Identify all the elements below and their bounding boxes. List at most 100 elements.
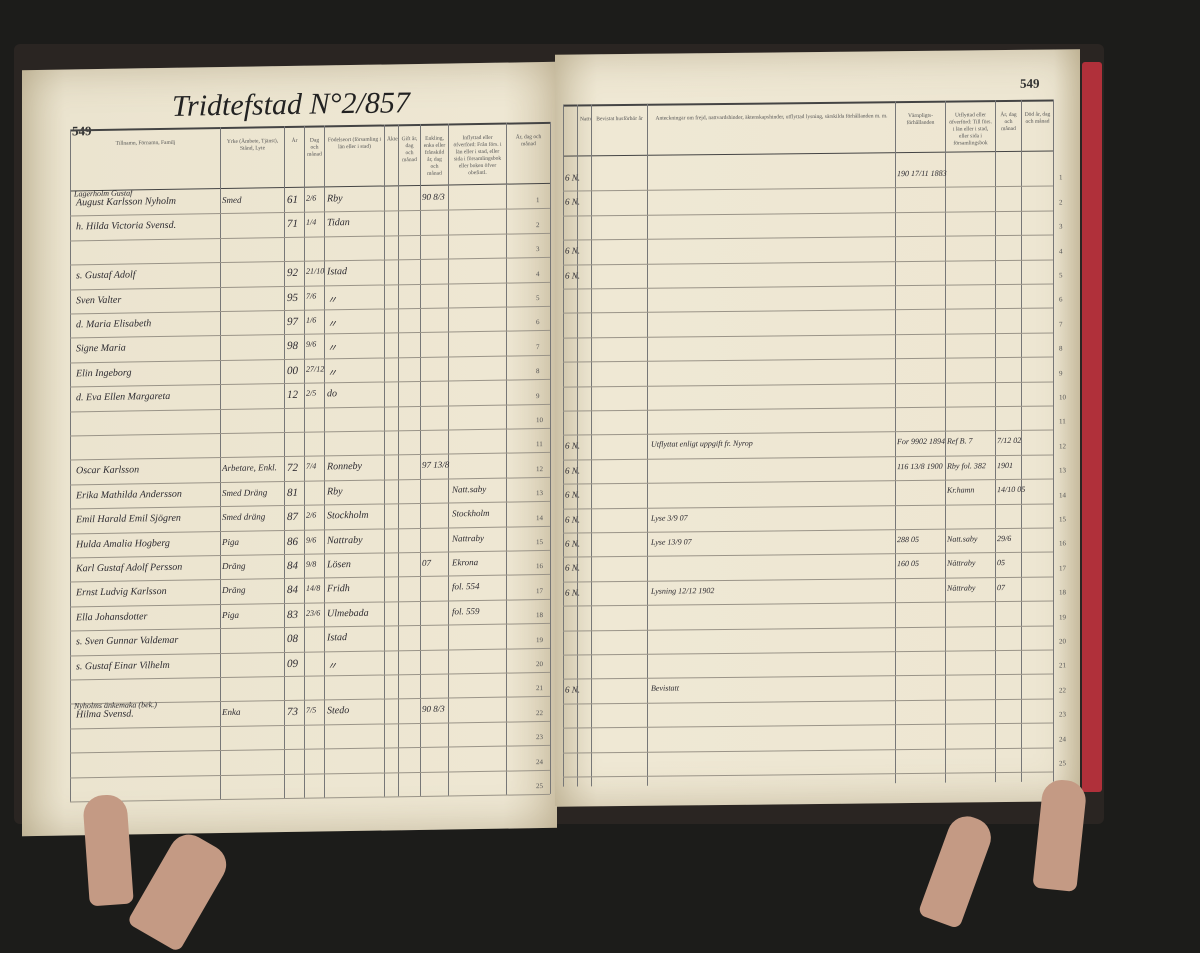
row-number: 8 <box>536 367 540 376</box>
column-line <box>304 125 305 798</box>
row-number: 7 <box>536 342 540 351</box>
entry-birthplace: Rby <box>327 193 343 205</box>
row-number: 25 <box>1059 759 1066 768</box>
entry-married: 90 8/3 <box>422 703 445 715</box>
entry-year: 09 <box>287 657 298 670</box>
row-line <box>563 234 1053 241</box>
entry-birthplace: 〃 <box>327 343 337 355</box>
row-line <box>563 551 1053 559</box>
row-number: 8 <box>1059 344 1063 353</box>
entry-year: 87 <box>287 511 298 524</box>
entry-name: Elin Ingeborg <box>76 367 132 380</box>
row-number: 20 <box>1059 637 1066 646</box>
entry-birthplace: Tidan <box>327 217 350 229</box>
entry-moved-to: Kr.hamn <box>947 485 975 495</box>
row-line <box>70 379 550 388</box>
row-line <box>70 793 550 803</box>
row-line <box>70 208 550 217</box>
row-number: 2 <box>1059 198 1063 207</box>
row-number: 15 <box>1059 515 1066 524</box>
row-number: 25 <box>536 782 543 791</box>
column-header: År <box>284 127 304 188</box>
row-number: 23 <box>1059 710 1066 719</box>
row-line <box>563 405 1053 412</box>
column-header: Dag och månad <box>304 127 324 187</box>
entry-date: 07 <box>997 582 1005 592</box>
row-number: 13 <box>1059 466 1066 475</box>
row-line <box>70 330 550 339</box>
entry-communion-mark: 6 N. <box>565 245 581 256</box>
row-number: 7 <box>1059 320 1063 329</box>
entry-communion-mark: 6 N. <box>565 489 581 500</box>
entry-communion-mark: 6 N. <box>565 440 581 452</box>
column-header: Inflyttad eller öfverförd: Från förs. i … <box>448 124 506 185</box>
entry-communion-mark: 6 N. <box>565 538 581 549</box>
column-header: Bevistat husförhör år <box>591 105 647 156</box>
row-line <box>563 527 1053 534</box>
entry-year: 12 <box>287 389 298 402</box>
row-number: 2 <box>536 220 540 229</box>
row-line <box>70 671 550 681</box>
entry-year: 73 <box>287 706 298 719</box>
row-number: 4 <box>536 269 540 278</box>
entry-name: d. Maria Elisabeth <box>76 318 152 331</box>
left-page: 5 4 9 Tridtefstad N°2/857 Tillnamn, Förnam… <box>22 61 557 837</box>
entry-military: 160 05 <box>897 559 919 569</box>
column-line <box>420 123 421 796</box>
entry-moved-from: fol. 554 <box>452 581 480 592</box>
row-number: 11 <box>1059 417 1066 426</box>
entry-moved-from: Nattraby <box>452 532 485 544</box>
left-column-headers: Tillnamn, Förnamn, Familj Yrke (Ämbete, T… <box>70 121 550 192</box>
column-line <box>384 124 385 797</box>
row-line <box>70 452 550 461</box>
entry-moved-to: Ref B. 7 <box>947 436 973 447</box>
row-line <box>563 356 1053 363</box>
entry-date: 14/10 05 <box>997 485 1026 495</box>
row-line <box>70 769 550 779</box>
entry-year: 71 <box>287 218 298 231</box>
entry-name: Ernst Ludvig Karlsson <box>76 586 167 599</box>
column-header: År, dag och månad <box>506 123 550 184</box>
entry-name: Hilma Svensd. <box>76 708 134 721</box>
entry-name: Emil Harald Emil Sjögren <box>76 512 181 526</box>
row-line <box>563 210 1053 217</box>
column-header: Tillnamn, Förnamn, Familj <box>70 129 220 191</box>
row-line <box>563 307 1053 315</box>
row-number: 1 <box>1059 173 1063 182</box>
row-number: 20 <box>536 660 543 669</box>
row-line <box>563 478 1053 485</box>
column-line <box>398 124 399 797</box>
entry-date: 2/6 <box>306 193 317 203</box>
entry-moved-to: Rby fol. 382 <box>947 461 986 471</box>
row-number: 21 <box>1059 661 1066 670</box>
row-number: 22 <box>1059 686 1066 695</box>
column-header: Anteckningar om frejd, nattvardshinder, … <box>647 103 895 155</box>
page-title: Tridtefstad N°2/857 <box>172 86 410 123</box>
entry-note: Utflyttat enligt uppgift fr. Nyrop <box>651 439 753 450</box>
entry-year: 72 <box>287 462 298 475</box>
entry-trade: Piga <box>222 609 239 620</box>
entry-trade: Smed dräng <box>222 511 266 523</box>
entry-birthplace: Lösen <box>327 559 351 571</box>
entry-name: Hulda Amalia Hogberg <box>76 537 170 550</box>
entry-married: 97 13/8 <box>422 459 450 471</box>
entry-date: 1/6 <box>306 315 317 325</box>
entry-birthplace: Rby <box>327 485 343 498</box>
row-number: 4 <box>1059 247 1063 256</box>
entry-name: Sven Valter <box>76 294 122 306</box>
entry-married: 07 <box>422 557 431 568</box>
row-number: 14 <box>536 513 543 522</box>
row-line <box>563 698 1053 705</box>
row-number: 22 <box>536 708 543 717</box>
entry-name: h. Hilda Victoria Svensd. <box>76 220 177 233</box>
entry-name: August Karlsson Nyholm <box>76 195 177 209</box>
entry-year: 84 <box>287 584 298 597</box>
column-line <box>995 100 996 783</box>
row-number: 23 <box>536 733 543 742</box>
entry-year: 81 <box>287 486 298 499</box>
entry-year: 00 <box>287 364 298 377</box>
row-line <box>563 747 1053 754</box>
row-line <box>70 427 550 437</box>
book-spine-edge <box>1082 62 1102 792</box>
column-line <box>550 121 551 794</box>
